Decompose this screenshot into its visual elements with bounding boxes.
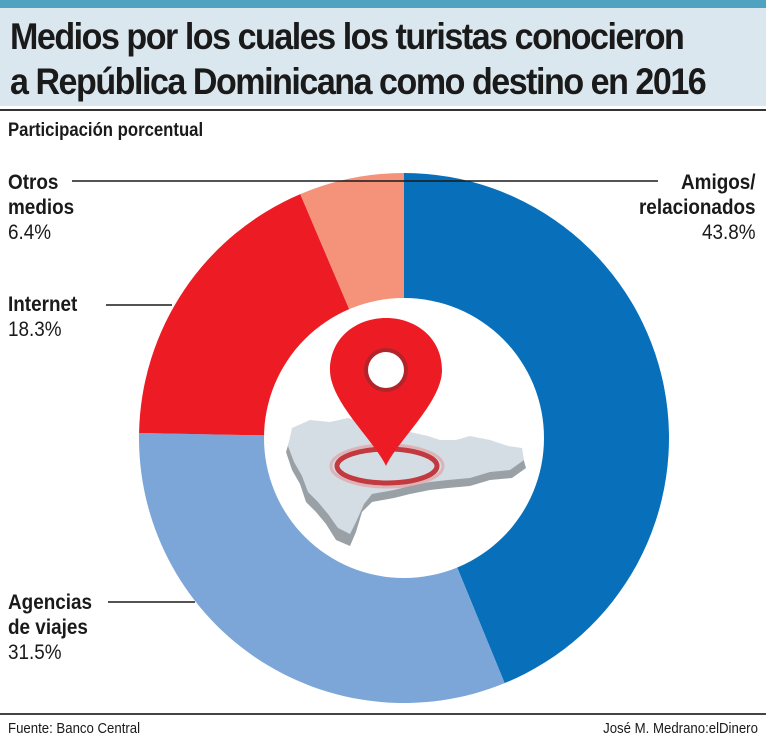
label-agencias-de-viajes: Agencias de viajes 31.5% [8,590,101,665]
title-divider [0,109,766,111]
title-line-2: a República Dominicana como destino en 2… [10,61,707,102]
top-accent-bar [0,0,766,8]
slice-value: 18.3% [8,318,62,341]
label-internet: Internet 18.3% [8,292,85,342]
title-box [0,8,766,106]
leader-lines [72,180,658,603]
label-amigos-relacionados: Amigos/ relacionados 43.8% [626,170,756,245]
slice-label: medios [8,196,75,219]
slice-label: Otros [8,171,59,194]
label-otros-medios: Otros medios 6.4% [8,170,82,245]
footer-divider [0,713,766,715]
slice-value: 31.5% [8,641,62,664]
slice-value: 43.8% [702,221,756,244]
author-credit: José M. Medrano:elDinero [603,720,758,737]
slice-label: de viajes [8,616,88,639]
slice-label: relacionados [639,196,756,219]
slice-label: Amigos/ [681,171,756,194]
center-illustration [264,298,544,578]
chart-title: Medios por los cuales los turistas conoc… [10,14,707,104]
source-note: Fuente: Banco Central [8,720,141,737]
location-pin-icon [330,318,442,466]
slice-value: 6.4% [8,221,52,244]
slice-label: Internet [8,293,78,316]
chart-subtitle: Participación porcentual [8,120,204,141]
title-line-1: Medios por los cuales los turistas conoc… [10,16,685,57]
slice-label: Agencias [8,591,93,614]
